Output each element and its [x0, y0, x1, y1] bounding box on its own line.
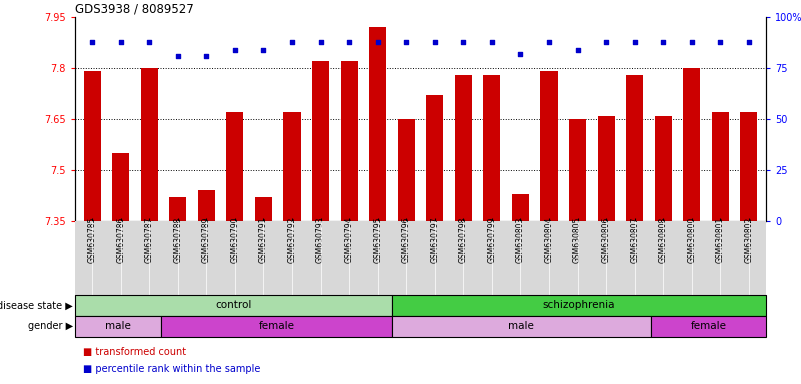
Bar: [598, 116, 614, 221]
Point: [115, 38, 127, 45]
Point: [457, 38, 469, 45]
Bar: [626, 75, 643, 221]
Bar: [227, 112, 244, 221]
Point: [200, 53, 213, 59]
Bar: [392, 316, 651, 337]
Bar: [169, 197, 187, 221]
Point: [514, 51, 527, 57]
Bar: [569, 119, 586, 221]
Point: [743, 38, 755, 45]
Point: [542, 38, 555, 45]
Point: [143, 38, 155, 45]
Point: [314, 38, 327, 45]
Bar: [654, 116, 672, 221]
Bar: [198, 190, 215, 221]
Text: schizophrenia: schizophrenia: [542, 300, 615, 310]
Bar: [284, 112, 300, 221]
Bar: [712, 112, 729, 221]
Point: [371, 38, 384, 45]
Point: [286, 38, 299, 45]
Point: [343, 38, 356, 45]
Bar: [75, 316, 161, 337]
Point: [571, 46, 584, 53]
Text: gender ▶: gender ▶: [28, 321, 73, 331]
Point: [228, 46, 241, 53]
Bar: [312, 61, 329, 221]
Bar: [141, 68, 158, 221]
Point: [485, 38, 498, 45]
Text: male: male: [105, 321, 131, 331]
Bar: [369, 27, 386, 221]
Bar: [683, 68, 700, 221]
Bar: [740, 112, 758, 221]
Text: ■ transformed count: ■ transformed count: [83, 346, 186, 356]
Text: control: control: [215, 300, 252, 310]
Text: GDS3938 / 8089527: GDS3938 / 8089527: [75, 2, 194, 15]
Bar: [340, 61, 358, 221]
Text: female: female: [259, 321, 295, 331]
Bar: [483, 75, 501, 221]
Bar: [541, 71, 557, 221]
Bar: [112, 153, 129, 221]
Bar: [512, 194, 529, 221]
Bar: [161, 316, 392, 337]
Point: [257, 46, 270, 53]
Point: [600, 38, 613, 45]
Text: male: male: [509, 321, 534, 331]
Point: [657, 38, 670, 45]
Bar: [83, 71, 101, 221]
Point: [86, 38, 99, 45]
Text: disease state ▶: disease state ▶: [0, 300, 73, 310]
Text: female: female: [690, 321, 727, 331]
Point: [400, 38, 413, 45]
Point: [429, 38, 441, 45]
Bar: [426, 95, 443, 221]
Bar: [75, 295, 392, 316]
Bar: [392, 295, 766, 316]
Point: [171, 53, 184, 59]
Text: ■ percentile rank within the sample: ■ percentile rank within the sample: [83, 364, 260, 374]
Bar: [651, 316, 766, 337]
Bar: [397, 119, 415, 221]
Bar: [255, 197, 272, 221]
Bar: [455, 75, 472, 221]
Point: [628, 38, 641, 45]
Point: [714, 38, 727, 45]
Point: [686, 38, 698, 45]
